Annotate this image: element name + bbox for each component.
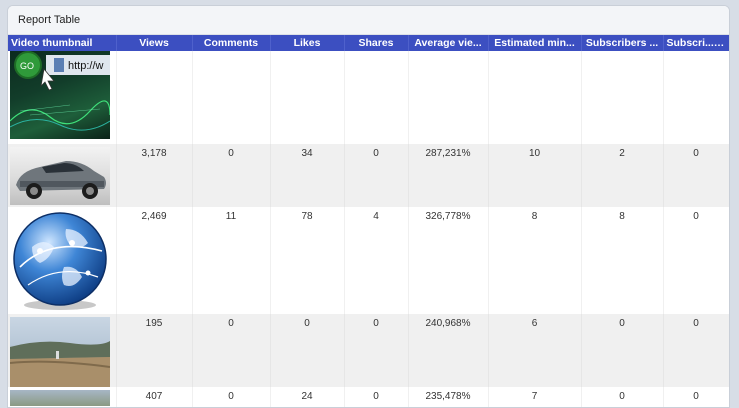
subscribers-gained-cell <box>581 51 664 144</box>
column-header-views[interactable]: Views <box>116 35 193 51</box>
shares-cell: 0 <box>344 144 409 207</box>
shares-cell: 0 <box>344 314 409 387</box>
video-thumbnail-cell[interactable] <box>8 144 117 207</box>
column-header-shares[interactable]: Shares <box>344 35 409 51</box>
comments-cell: 11 <box>192 207 271 314</box>
video-thumbnail-cell[interactable] <box>8 207 117 314</box>
panel-title: Report Table <box>8 6 729 35</box>
likes-cell: 34 <box>270 144 345 207</box>
table-row[interactable]: GO http://w <box>8 51 729 144</box>
likes-cell <box>270 51 345 144</box>
column-header-comments[interactable]: Comments <box>192 35 271 51</box>
average-view-cell: 326,778% <box>408 207 489 314</box>
subscribers-lost-cell: 0 <box>663 207 729 314</box>
video-thumbnail-cell[interactable]: GO http://w <box>8 51 117 144</box>
column-header-average-view[interactable]: Average vie... <box>408 35 489 51</box>
report-table: Video thumbnail Views Comments Likes Sha… <box>8 35 729 407</box>
views-cell <box>116 51 193 144</box>
estimated-minutes-cell: 10 <box>488 144 582 207</box>
estimated-minutes-cell: 8 <box>488 207 582 314</box>
likes-cell: 24 <box>270 387 345 407</box>
average-view-cell <box>408 51 489 144</box>
comments-cell: 0 <box>192 387 271 407</box>
estimated-minutes-cell: 6 <box>488 314 582 387</box>
subscribers-gained-cell: 2 <box>581 144 664 207</box>
video-thumbnail-cell[interactable] <box>8 314 117 387</box>
video-thumbnail-image[interactable] <box>10 147 110 205</box>
views-cell: 195 <box>116 314 193 387</box>
table-row[interactable]: 2,469 11 78 4 326,778% 8 8 0 <box>8 207 729 314</box>
video-thumbnail-cell[interactable] <box>8 387 117 407</box>
subscribers-lost-cell: 0 <box>663 387 729 407</box>
url-text: http://w <box>68 60 104 72</box>
report-table-panel: Report Table Video thumbnail Views Comme… <box>7 5 730 408</box>
column-header-label: Subscri... <box>666 37 714 49</box>
average-view-cell: 240,968% <box>408 314 489 387</box>
comments-cell: 0 <box>192 314 271 387</box>
video-thumbnail-image[interactable]: GO http://w <box>10 51 110 139</box>
subscribers-gained-cell: 0 <box>581 314 664 387</box>
estimated-minutes-cell <box>488 51 582 144</box>
subscribers-lost-cell: 0 <box>663 144 729 207</box>
video-thumbnail-image[interactable] <box>10 390 110 406</box>
subscribers-gained-cell: 0 <box>581 387 664 407</box>
shares-cell: 4 <box>344 207 409 314</box>
views-cell: 2,469 <box>116 207 193 314</box>
shares-cell: 0 <box>344 387 409 407</box>
globe-icon[interactable] <box>10 207 110 313</box>
average-view-cell: 287,231% <box>408 144 489 207</box>
column-header-subscribers-lost[interactable]: Subscri... ▼ <box>663 35 729 51</box>
comments-cell <box>192 51 271 144</box>
go-button-text: GO <box>20 61 34 71</box>
subscribers-lost-cell: 0 <box>663 314 729 387</box>
table-row[interactable]: 3,178 0 34 0 287,231% 10 2 0 <box>8 144 729 207</box>
column-header-subscribers-gained[interactable]: Subscribers ... <box>581 35 664 51</box>
column-header-estimated-minutes[interactable]: Estimated min... <box>488 35 582 51</box>
likes-cell: 0 <box>270 314 345 387</box>
video-thumbnail-image[interactable] <box>10 317 110 387</box>
subscribers-gained-cell: 8 <box>581 207 664 314</box>
average-view-cell: 235,478% <box>408 387 489 407</box>
estimated-minutes-cell: 7 <box>488 387 582 407</box>
views-cell: 3,178 <box>116 144 193 207</box>
column-header-video-thumbnail[interactable]: Video thumbnail <box>8 35 117 51</box>
views-cell: 407 <box>116 387 193 407</box>
shares-cell <box>344 51 409 144</box>
table-row[interactable]: 195 0 0 0 240,968% 6 0 0 <box>8 314 729 387</box>
header-row: Video thumbnail Views Comments Likes Sha… <box>8 35 729 51</box>
table-row[interactable]: 407 0 24 0 235,478% 7 0 0 <box>8 387 729 407</box>
subscribers-lost-cell <box>663 51 729 144</box>
likes-cell: 78 <box>270 207 345 314</box>
column-header-likes[interactable]: Likes <box>270 35 345 51</box>
comments-cell: 0 <box>192 144 271 207</box>
